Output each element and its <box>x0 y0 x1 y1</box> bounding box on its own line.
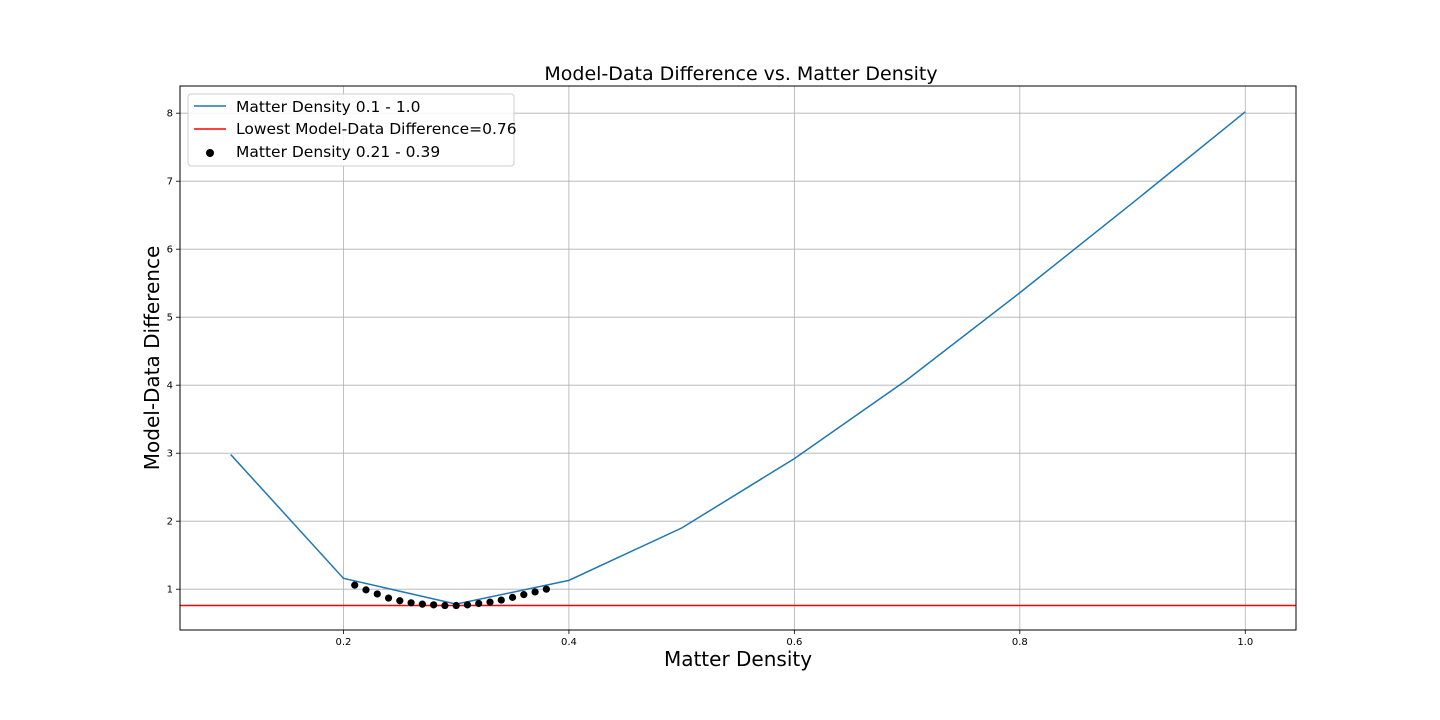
legend-scatter-swatch <box>206 149 214 157</box>
scatter-point <box>542 585 550 593</box>
scatter-point <box>396 597 404 605</box>
y-tick-label: 1 <box>167 585 173 596</box>
scatter-point <box>520 591 528 599</box>
y-tick-label: 8 <box>167 109 173 120</box>
scatter-point <box>531 588 539 596</box>
x-tick-label: 0.8 <box>1012 637 1028 648</box>
y-tick-label: 7 <box>167 177 173 188</box>
scatter-point <box>418 600 426 608</box>
scatter-point <box>407 599 415 607</box>
scatter-point <box>384 594 393 602</box>
legend-label-scatter: Matter Density 0.21 - 0.39 <box>236 143 440 161</box>
scatter-point <box>362 586 370 594</box>
scatter-point <box>508 593 517 601</box>
scatter-point <box>452 601 460 610</box>
y-tick-label: 4 <box>167 381 173 392</box>
grid <box>180 86 1296 630</box>
y-axis-title: Model-Data Difference <box>140 246 164 470</box>
chart-title: Model-Data Difference vs. Matter Density <box>544 63 937 85</box>
legend: Matter Density 0.1 - 1.0 Lowest Model-Da… <box>187 93 517 167</box>
series-layer <box>180 111 1296 610</box>
scatter-point <box>486 598 494 606</box>
scatter-point <box>430 601 438 609</box>
y-tick-label: 5 <box>167 313 173 324</box>
scatter-point <box>463 601 472 609</box>
scatter-point <box>373 590 381 598</box>
x-axis-title: Matter Density <box>664 647 812 671</box>
scatter-point <box>351 581 359 589</box>
legend-box <box>187 93 515 167</box>
series-line <box>230 111 1246 605</box>
x-tick-label: 0.4 <box>561 637 577 648</box>
y-tick-label: 6 <box>167 245 173 256</box>
scatter-point <box>441 601 449 610</box>
plot-frame <box>179 85 1297 631</box>
y-tick-label: 3 <box>167 449 173 460</box>
scatter-point <box>497 596 505 604</box>
scatter-point <box>475 599 483 608</box>
legend-label-hline: Lowest Model-Data Difference=0.76 <box>236 120 517 138</box>
axis-ticks: 0.2 0.4 0.6 0.8 1.0 1 2 3 4 5 6 7 8 <box>167 109 1254 648</box>
legend-label-line: Matter Density 0.1 - 1.0 <box>236 98 420 116</box>
x-tick-label: 0.6 <box>786 637 802 648</box>
y-tick-label: 2 <box>167 517 173 528</box>
x-tick-label: 1.0 <box>1237 637 1253 648</box>
x-tick-label: 0.2 <box>336 637 352 648</box>
